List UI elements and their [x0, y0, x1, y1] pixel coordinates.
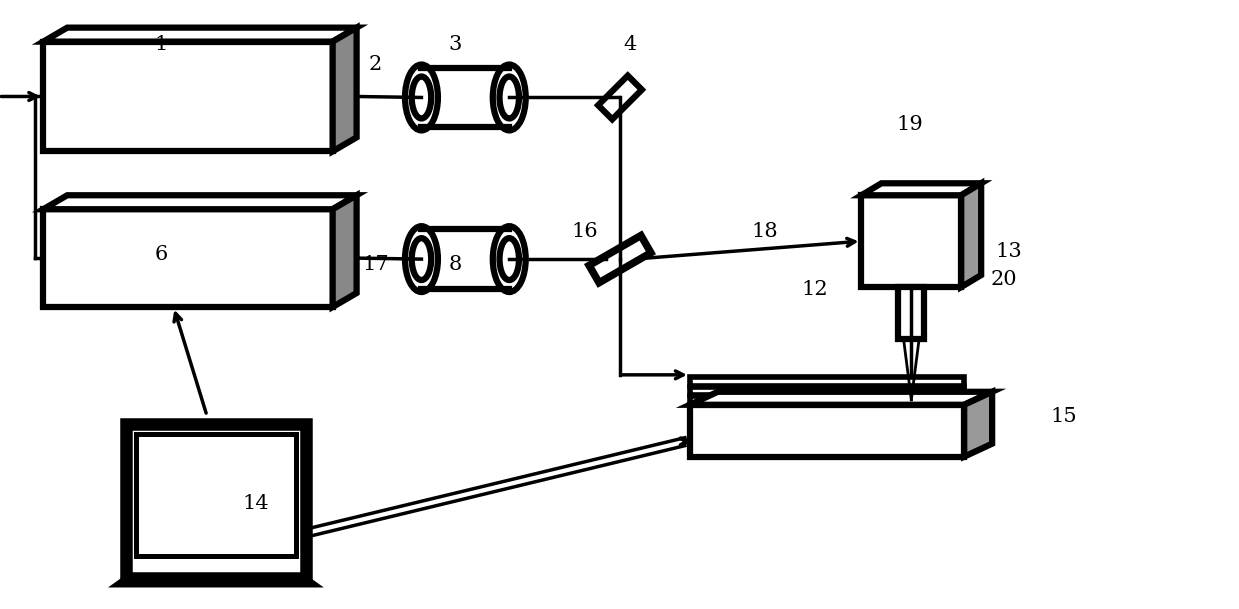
Text: 20: 20: [991, 270, 1017, 289]
Polygon shape: [118, 579, 315, 585]
Text: 17: 17: [362, 255, 389, 273]
Bar: [690, 378, 964, 386]
Polygon shape: [861, 183, 981, 195]
Text: 13: 13: [996, 242, 1022, 261]
Polygon shape: [589, 236, 650, 283]
Polygon shape: [598, 76, 642, 119]
Bar: [898, 287, 924, 339]
Text: 18: 18: [751, 222, 778, 241]
Polygon shape: [332, 27, 357, 152]
Bar: [43, 209, 332, 307]
Text: 6: 6: [155, 245, 167, 264]
Text: 8: 8: [449, 255, 462, 273]
Bar: [690, 387, 964, 395]
Ellipse shape: [493, 226, 525, 292]
Bar: [861, 195, 961, 287]
Bar: [43, 41, 332, 152]
Text: 2: 2: [369, 55, 382, 74]
Ellipse shape: [411, 77, 431, 118]
Polygon shape: [332, 195, 357, 307]
Ellipse shape: [405, 65, 437, 130]
Ellipse shape: [499, 77, 519, 118]
Polygon shape: [690, 392, 992, 405]
Text: 1: 1: [155, 35, 167, 54]
Bar: [690, 396, 964, 405]
Text: 14: 14: [243, 494, 269, 513]
Text: 15: 15: [1051, 407, 1077, 426]
Polygon shape: [43, 27, 357, 41]
Text: 16: 16: [571, 222, 598, 241]
Bar: [421, 68, 509, 127]
Text: 12: 12: [802, 280, 828, 298]
Polygon shape: [961, 183, 981, 287]
Ellipse shape: [499, 238, 519, 280]
Bar: [126, 424, 306, 579]
Text: 3: 3: [449, 35, 462, 54]
Ellipse shape: [405, 226, 437, 292]
Text: 4: 4: [623, 35, 637, 54]
Bar: [421, 229, 509, 289]
Bar: [690, 405, 964, 457]
Bar: [136, 434, 296, 557]
Polygon shape: [43, 195, 357, 209]
Ellipse shape: [411, 238, 431, 280]
Ellipse shape: [493, 65, 525, 130]
Polygon shape: [964, 392, 992, 457]
Text: 19: 19: [896, 115, 923, 134]
